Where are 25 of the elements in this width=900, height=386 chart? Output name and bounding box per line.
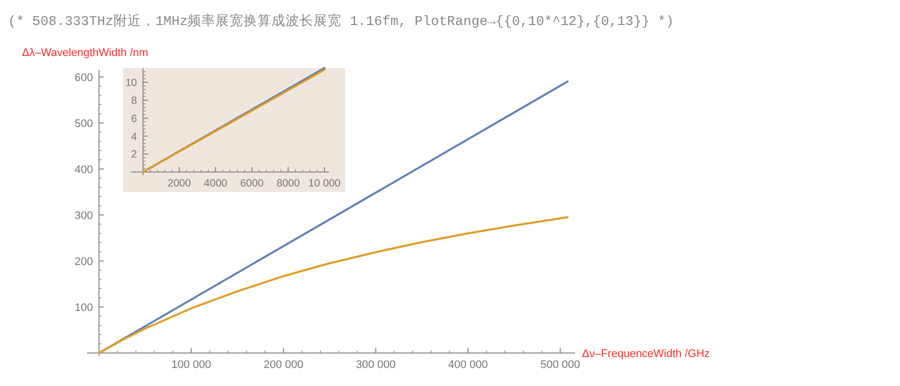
y-tick-label: 100 bbox=[74, 302, 93, 314]
x-tick-label: 200 000 bbox=[264, 359, 304, 371]
y-tick-label: 2 bbox=[131, 148, 138, 161]
x-tick-label: 400 000 bbox=[448, 359, 488, 371]
x-tick-label: 4000 bbox=[204, 178, 228, 190]
x-tick-label: 300 000 bbox=[356, 359, 396, 371]
line-series bbox=[98, 216, 569, 354]
x-tick-label: 6000 bbox=[240, 178, 264, 190]
chart-title: (* 508.333THz附近，1MHz频率展宽换算成波长展宽 1.16fm, PlotRange→{{0,10*^12},{0,13}} *) bbox=[8, 13, 674, 30]
x-tick-label: 500 000 bbox=[540, 359, 580, 371]
y-tick-label: 8 bbox=[131, 94, 138, 107]
x-axis-title: Δν–FrequenceWidth /GHz bbox=[582, 348, 710, 360]
y-tick-label: 400 bbox=[74, 164, 93, 176]
y-tick-label: 6 bbox=[131, 112, 138, 125]
y-tick-label: 4 bbox=[131, 130, 138, 143]
y-tick-label: 200 bbox=[74, 256, 93, 268]
x-tick-label: 100 000 bbox=[171, 359, 212, 371]
y-tick-label: 10 bbox=[125, 77, 138, 90]
y-tick-label: 600 bbox=[74, 72, 93, 84]
x-tick-label: 2000 bbox=[168, 178, 192, 190]
x-tick-label: 8000 bbox=[276, 178, 300, 190]
y-axis-title: Δλ–WavelengthWidth /nm bbox=[22, 47, 148, 59]
x-tick-label: 10 000 bbox=[308, 178, 341, 190]
y-tick-label: 500 bbox=[74, 118, 93, 130]
y-tick-label: 300 bbox=[74, 210, 93, 222]
